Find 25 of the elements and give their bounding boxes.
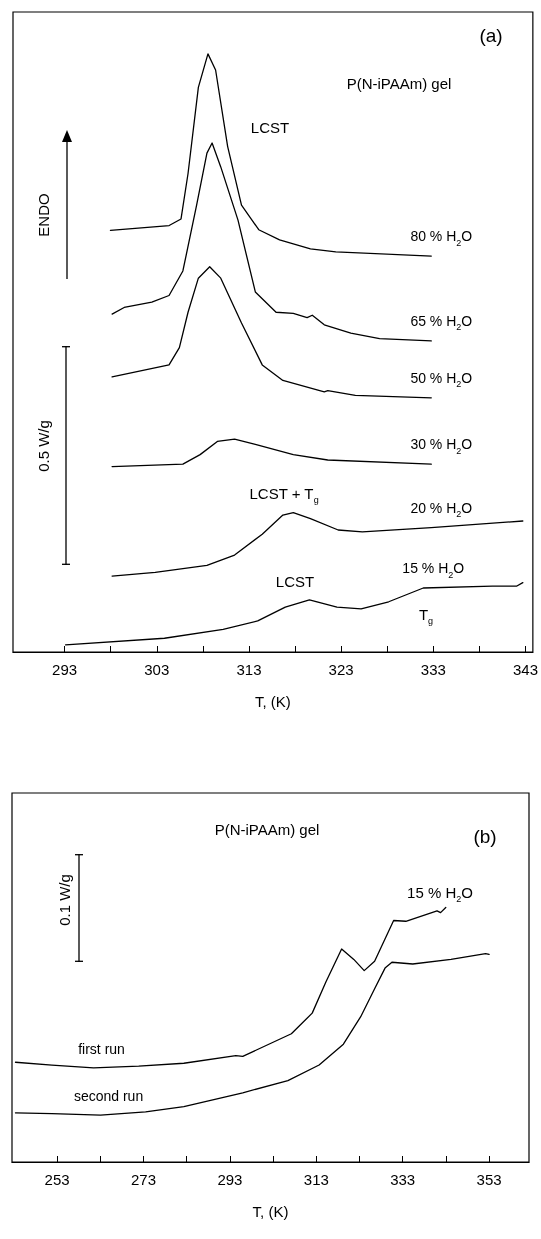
x-tick-label: 343 [512, 661, 538, 678]
x-tick-label: 323 [328, 661, 354, 678]
x-tick-label: 333 [420, 661, 446, 678]
series-label: first run [78, 1040, 125, 1057]
x-axis-title: T, (K) [255, 693, 291, 710]
y-axis-title: ENDO [34, 193, 52, 237]
x-tick-label: 303 [144, 661, 170, 678]
text: P(N-iPAAm) gel [346, 74, 452, 92]
x-tick-label: 293 [52, 661, 78, 678]
x-axis-title: T, (K) [252, 1203, 289, 1220]
annotation: 0.5 W/g [34, 420, 52, 472]
annotation: LCST [275, 572, 315, 590]
annotation: LCST [250, 118, 290, 136]
x-tick-label: 313 [236, 661, 262, 678]
x-tick-label: 353 [476, 1171, 502, 1188]
x-tick-label: 253 [44, 1171, 70, 1188]
series-label: second run [73, 1088, 144, 1105]
x-tick-label: 293 [217, 1171, 243, 1188]
chart-subtitle: (a) [479, 24, 503, 46]
x-tick-label: 313 [303, 1171, 329, 1188]
chart-title: P(N-iPAAm) gel [214, 820, 320, 838]
annotation: 0.1 W/g [55, 874, 73, 926]
x-tick-label: 333 [390, 1171, 416, 1188]
x-tick-label: 273 [131, 1171, 157, 1188]
chart-subtitle: (b) [473, 825, 497, 847]
